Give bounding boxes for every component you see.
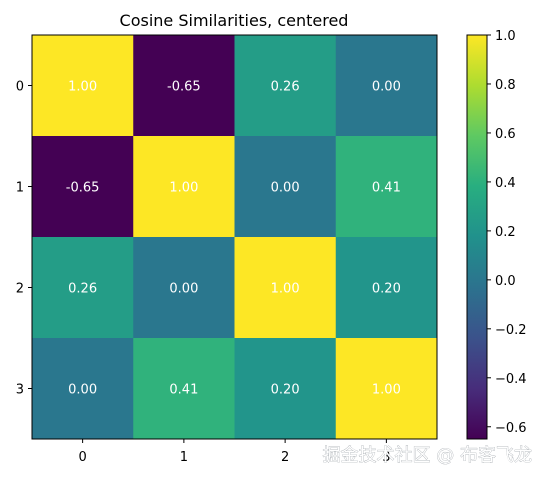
y-tick-label-1: 1	[16, 181, 24, 196]
heatmap-cell-r1-c3	[335, 136, 438, 238]
colorbar-tick-label-0: −0.6	[495, 421, 527, 436]
heatmap-cell-r2-c2	[234, 237, 337, 339]
heatmap-cell-r0-c2	[234, 35, 337, 137]
heatmap-cell-r1-c2	[234, 136, 337, 238]
heatmap-cell-r3-c2	[234, 338, 337, 440]
heatmap-cell-r2-c1	[133, 237, 235, 339]
x-tick-label-0: 0	[78, 450, 86, 465]
colorbar-axis: −0.6 −0.4 −0.2 0.0 0.2 0.4 0.6 0.8 1.0	[487, 29, 527, 436]
y-tick-label-3: 3	[16, 383, 24, 398]
x-tick-label-3: 3	[382, 450, 390, 465]
cell-label-r0-c1: -0.65	[167, 80, 201, 95]
cell-label-r0-c2: 0.26	[271, 80, 300, 95]
cell-label-r0-c0: 1.00	[68, 80, 97, 95]
heatmap-frame	[31, 34, 438, 440]
cell-label-r1-c2: 0.00	[271, 181, 300, 196]
heatmap-cell-r2-c3	[335, 237, 438, 339]
heatmap-cell-r1-c0	[32, 136, 134, 238]
heatmap-cell-r0-c1	[133, 35, 235, 137]
cell-label-r2-c1: 0.00	[169, 282, 198, 297]
cell-label-r1-c3: 0.41	[372, 181, 401, 196]
cell-label-r1-c0: -0.65	[66, 181, 100, 196]
colorbar-tick-label-2: −0.2	[495, 323, 527, 338]
cell-label-r3-c3: 1.00	[372, 383, 401, 398]
heatmap-cell-r3-c0	[32, 338, 134, 440]
heatmap-cell-r0-c0	[32, 35, 134, 137]
cell-label-r2-c2: 1.00	[271, 282, 300, 297]
heatmap-cell-r0-c3	[335, 35, 438, 137]
cell-label-r3-c1: 0.41	[169, 383, 198, 398]
chart-title: Cosine Similarities, centered	[120, 11, 349, 30]
cell-label-r2-c3: 0.20	[372, 282, 401, 297]
colorbar-tick-label-1: −0.4	[495, 372, 527, 387]
colorbar-tick-label-6: 0.6	[495, 127, 516, 142]
x-axis: 0 1 2 3	[78, 439, 391, 465]
colorbar-tick-label-8: 1.0	[495, 29, 516, 44]
colorbar-tick-label-3: 0.0	[495, 274, 516, 289]
colorbar	[466, 34, 488, 440]
heatmap-cell-r3-c3	[335, 338, 438, 440]
heatmap-cell-labels: 1.00 -0.65 0.26 0.00 -0.65 1.00 0.00 0.41 0.26 0.…	[66, 80, 401, 398]
x-tick-label-2: 2	[281, 450, 289, 465]
y-tick-label-0: 0	[16, 80, 24, 95]
colorbar-tick-label-7: 0.8	[495, 78, 516, 93]
y-tick-label-2: 2	[16, 282, 24, 297]
cell-label-r1-c1: 1.00	[169, 181, 198, 196]
cell-label-r2-c0: 0.26	[68, 282, 97, 297]
watermark: 掘金技术社区 @ 布客飞龙	[323, 445, 532, 466]
x-tick-label-1: 1	[180, 450, 188, 465]
heatmap-cells	[32, 35, 438, 440]
heatmap-cell-r2-c0	[32, 237, 134, 339]
heatmap-cell-r3-c1	[133, 338, 235, 440]
colorbar-tick-label-5: 0.4	[495, 176, 516, 191]
cell-label-r3-c2: 0.20	[271, 383, 300, 398]
heatmap-cell-r1-c1	[133, 136, 235, 238]
cell-label-r3-c0: 0.00	[68, 383, 97, 398]
y-axis: 0 1 2 3	[16, 80, 32, 398]
colorbar-tick-label-4: 0.2	[495, 225, 516, 240]
cell-label-r0-c3: 0.00	[372, 80, 401, 95]
